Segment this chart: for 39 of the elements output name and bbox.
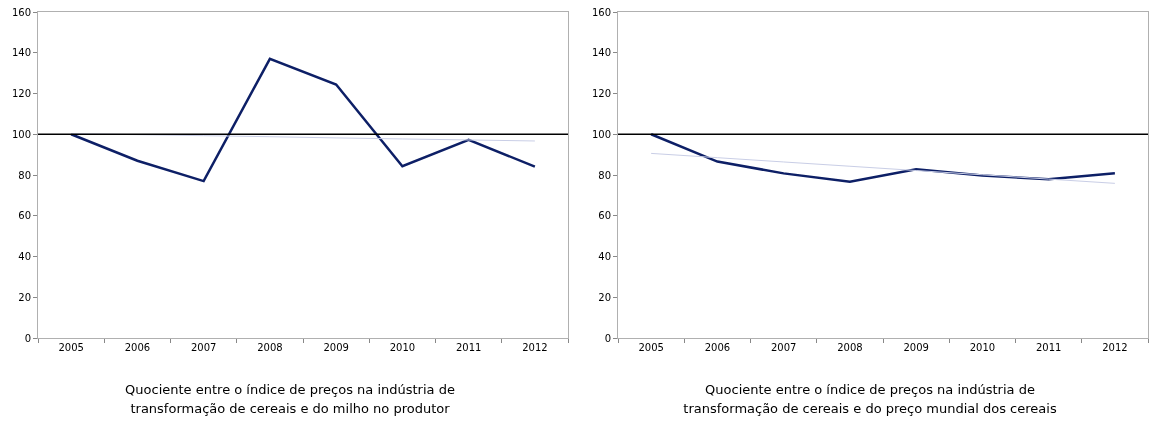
y-tick-label: 140 <box>591 47 611 59</box>
x-tick-label: 2006 <box>704 342 731 353</box>
y-tick-label: 80 <box>18 169 31 181</box>
y-tick-label: 40 <box>598 251 611 262</box>
y-tick-label: 160 <box>11 6 31 18</box>
x-tick-label: 2006 <box>124 342 151 353</box>
line-series <box>650 152 1116 184</box>
x-tick-label: 2012 <box>522 342 548 353</box>
x-tick-label: 2009 <box>323 342 349 353</box>
y-tick-label: 60 <box>18 210 31 222</box>
y-tick-label: 0 <box>24 332 31 344</box>
y-tick-label: 60 <box>598 210 611 222</box>
x-tick-label: 2007 <box>770 342 797 353</box>
y-tick-label: 140 <box>11 47 31 59</box>
y-tick-label: 80 <box>598 169 611 181</box>
y-tick-label: 20 <box>18 291 31 303</box>
y-tick-label: 20 <box>598 291 611 303</box>
x-tick-label: 2010 <box>969 342 996 353</box>
y-tick-label: 40 <box>18 251 31 262</box>
text: Quociente entre o índice de preços na indústria de transformação de cereais e do milho no produtor <box>124 381 456 418</box>
text: Quociente entre o índice de preços na indústria de transformação de cereais e do preço mundial dos cereais <box>682 381 1058 418</box>
line-series <box>69 57 537 183</box>
x-tick-label: 2005 <box>58 342 84 353</box>
y-tick-label: 0 <box>604 332 611 344</box>
x-tick-label: 2011 <box>1035 342 1062 353</box>
x-tick-label: 2009 <box>903 342 929 353</box>
y-tick-label: 120 <box>591 88 611 99</box>
x-tick-label: 2008 <box>257 342 283 353</box>
x-tick-label: 2008 <box>837 342 863 353</box>
x-tick-label: 2010 <box>389 342 416 353</box>
y-tick-label: 120 <box>11 88 31 99</box>
x-tick-label: 2007 <box>190 342 217 353</box>
y-tick-label: 160 <box>591 6 611 18</box>
line-series <box>70 133 536 142</box>
x-tick-label: 2012 <box>1102 342 1128 353</box>
y-tick-label: 100 <box>11 128 31 140</box>
x-tick-label: 2005 <box>638 342 664 353</box>
x-tick-label: 2011 <box>455 342 482 353</box>
y-tick-label: 100 <box>591 128 611 140</box>
